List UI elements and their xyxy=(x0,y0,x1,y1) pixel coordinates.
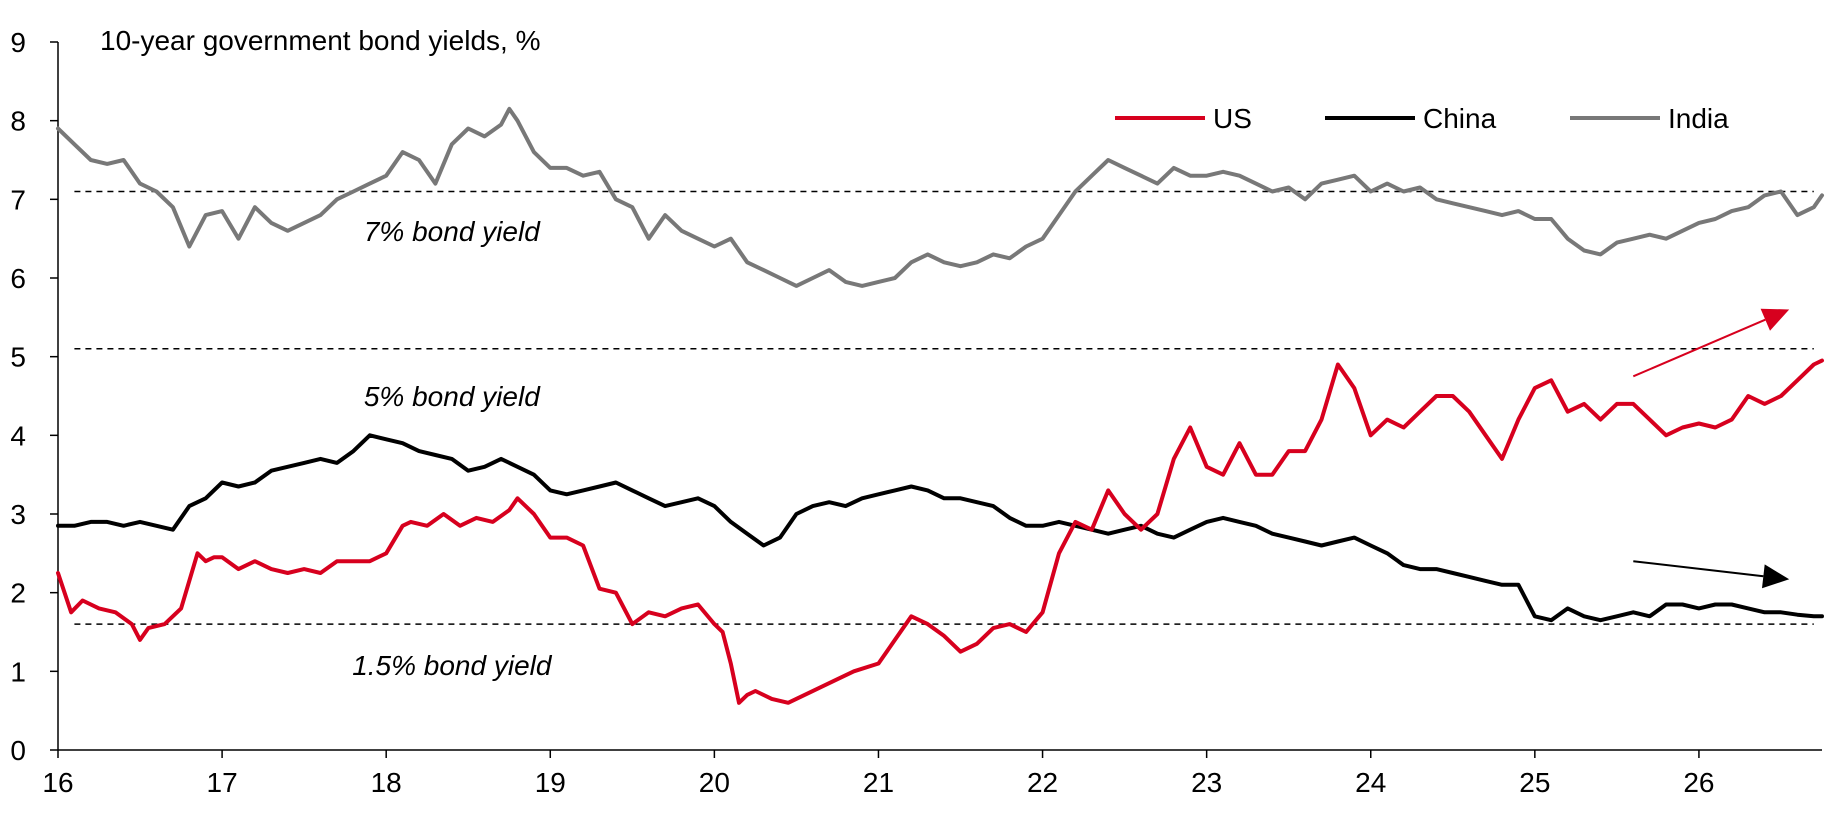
y-tick-label: 6 xyxy=(10,263,26,294)
x-tick-label: 20 xyxy=(699,767,730,798)
reference-line-label: 5% bond yield xyxy=(364,381,541,412)
trend-arrow-shaft xyxy=(1633,560,1764,578)
chart-title: 10-year government bond yields, % xyxy=(100,25,540,56)
y-tick-label: 4 xyxy=(10,420,26,451)
trend-arrow-shaft xyxy=(1632,318,1766,378)
series-line-us xyxy=(56,358,1824,705)
trend-arrow-head xyxy=(1762,564,1790,589)
x-tick-label: 24 xyxy=(1355,767,1386,798)
y-tick-label: 1 xyxy=(10,656,26,687)
x-tick-label: 17 xyxy=(207,767,238,798)
legend-label-us: US xyxy=(1213,103,1252,134)
reference-line-label: 7% bond yield xyxy=(364,216,541,247)
x-tick-label: 19 xyxy=(535,767,566,798)
x-tick-label: 16 xyxy=(42,767,73,798)
trend-arrow-head xyxy=(1760,308,1790,331)
legend-label-china: China xyxy=(1423,103,1497,134)
series-lines xyxy=(56,106,1824,705)
series-line-china xyxy=(56,433,1824,623)
y-tick-label: 5 xyxy=(10,342,26,373)
x-tick-label: 21 xyxy=(863,767,894,798)
x-tick-label: 26 xyxy=(1683,767,1714,798)
x-tick-label: 18 xyxy=(371,767,402,798)
y-tick-label: 9 xyxy=(10,27,26,58)
annotations xyxy=(1632,308,1790,589)
series-line-india xyxy=(56,106,1824,288)
legend: US China India xyxy=(1115,103,1729,134)
y-tick-label: 2 xyxy=(10,578,26,609)
x-tick-label: 25 xyxy=(1519,767,1550,798)
x-tick-label: 23 xyxy=(1191,767,1222,798)
y-tick-label: 7 xyxy=(10,184,26,215)
y-tick-label: 0 xyxy=(10,735,26,766)
legend-label-india: India xyxy=(1668,103,1729,134)
y-tick-label: 3 xyxy=(10,499,26,530)
reference-lines xyxy=(74,190,1814,625)
y-tick-label: 8 xyxy=(10,106,26,137)
reference-line-label: 1.5% bond yield xyxy=(352,650,553,681)
chart-text: 10-year government bond yields, % 7% bon… xyxy=(100,25,553,681)
x-tick-label: 22 xyxy=(1027,767,1058,798)
